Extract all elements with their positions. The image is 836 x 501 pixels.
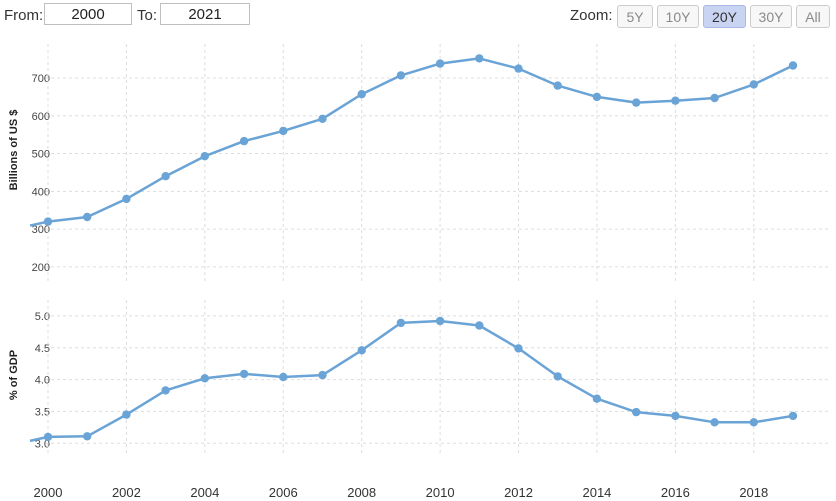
x-tick-label: 2002 (112, 485, 141, 500)
bottom-data-point[interactable] (396, 318, 406, 328)
bottom-y-tick-label: 3.5 (35, 406, 50, 418)
top-data-point[interactable] (43, 217, 53, 226)
top-data-point[interactable] (671, 96, 680, 105)
x-tick-label: 2006 (269, 485, 298, 500)
zoom-30y-button[interactable]: 30Y (750, 5, 792, 28)
bottom-data-point[interactable] (161, 386, 170, 395)
top-data-point[interactable] (749, 80, 758, 89)
top-data-point[interactable] (83, 212, 92, 222)
top-y-axis-label: Billions of US $ (8, 110, 20, 191)
top-data-point[interactable] (161, 172, 170, 181)
bottom-y-tick-label: 5.0 (35, 311, 50, 323)
bottom-data-point[interactable] (279, 372, 288, 382)
top-y-tick-label: 700 (32, 73, 50, 85)
range-selector-bar: From: To: Zoom: 5Y 10Y 20Y 30Y All (0, 0, 836, 32)
bottom-data-point[interactable] (553, 372, 562, 381)
x-tick-label: 2004 (190, 485, 219, 500)
zoom-10y-button[interactable]: 10Y (657, 5, 699, 28)
zoom-20y-button[interactable]: 20Y (703, 5, 746, 28)
bottom-data-point[interactable] (83, 432, 92, 441)
top-data-point[interactable] (788, 61, 798, 70)
top-data-point[interactable] (279, 126, 288, 136)
top-data-point[interactable] (318, 114, 327, 124)
bottom-data-point[interactable] (671, 411, 680, 421)
top-data-point[interactable] (396, 71, 406, 80)
bottom-data-point[interactable] (43, 432, 53, 442)
bottom-data-point[interactable] (749, 418, 758, 427)
to-date-input[interactable] (160, 3, 250, 25)
to-label: To: (137, 7, 158, 24)
bottom-data-point[interactable] (200, 374, 209, 383)
bottom-data-point[interactable] (318, 370, 327, 380)
top-y-tick-label: 400 (32, 186, 50, 198)
x-tick-label: 2000 (34, 485, 63, 500)
bottom-data-point[interactable] (632, 407, 641, 417)
bottom-data-point[interactable] (122, 410, 131, 419)
top-data-point[interactable] (710, 93, 719, 103)
bottom-panel-gdp: % of GDP 3.0 3.5 4.0 4.5 5.0 2000 2002 2004 2006… (8, 300, 828, 500)
bottom-data-point[interactable] (239, 369, 249, 379)
bottom-data-point[interactable] (514, 344, 523, 353)
top-data-point[interactable] (357, 90, 366, 99)
bottom-data-point[interactable] (435, 316, 445, 326)
top-data-point[interactable] (553, 81, 562, 90)
top-data-point[interactable] (200, 152, 209, 161)
top-data-point[interactable] (514, 64, 523, 73)
top-data-point[interactable] (122, 194, 131, 204)
zoom-label: Zoom: (570, 7, 613, 24)
x-tick-label: 2010 (426, 485, 455, 500)
bottom-y-tick-label: 3.0 (35, 438, 50, 450)
from-date-input[interactable] (44, 3, 132, 25)
zoom-all-button[interactable]: All (796, 5, 830, 28)
from-label: From: (4, 7, 44, 24)
top-series-line (29, 57, 794, 227)
bottom-data-point[interactable] (788, 411, 798, 421)
top-y-tick-label: 600 (32, 111, 50, 123)
top-data-point[interactable] (435, 59, 445, 68)
bottom-y-tick-label: 4.5 (35, 343, 50, 355)
top-panel-usd: Billions of US $ 200 300 400 500 600 700 (8, 44, 828, 282)
bottom-data-point[interactable] (475, 321, 484, 330)
zoom-5y-button[interactable]: 5Y (617, 5, 653, 28)
bottom-data-point[interactable] (710, 418, 719, 427)
top-y-tick-label: 300 (32, 224, 50, 236)
top-y-tick-label: 200 (32, 262, 50, 274)
x-tick-label: 2014 (582, 485, 611, 500)
bottom-data-point[interactable] (357, 346, 366, 355)
x-tick-label: 2018 (739, 485, 768, 500)
top-data-point[interactable] (592, 92, 602, 102)
bottom-series-line (29, 319, 794, 443)
x-tick-label: 2008 (347, 485, 376, 500)
bottom-y-axis-label: % of GDP (8, 350, 20, 400)
top-y-tick-label: 500 (32, 149, 50, 161)
x-tick-label: 2016 (661, 485, 690, 500)
top-data-point[interactable] (239, 136, 249, 146)
bottom-y-tick-label: 4.0 (35, 375, 50, 387)
bottom-data-point[interactable] (592, 394, 602, 403)
top-data-point[interactable] (475, 54, 484, 63)
top-data-point[interactable] (632, 98, 641, 107)
x-tick-label: 2012 (504, 485, 533, 500)
